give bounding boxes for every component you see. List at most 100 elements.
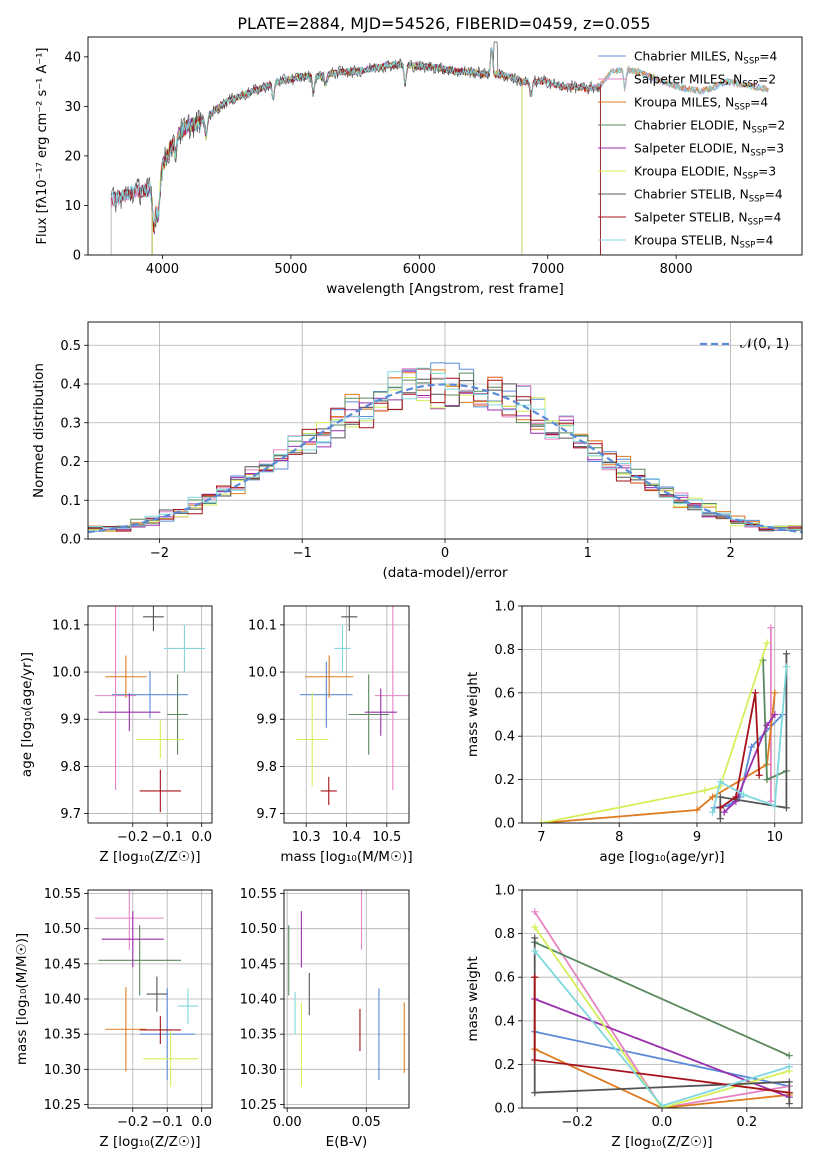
point-marker-kroupa-miles	[693, 806, 701, 814]
x-tick-label: 10.3	[292, 830, 321, 845]
errorbar-salpeter-stelib	[320, 776, 337, 806]
panel-mass-weight-vs-age: 7 8 9 10 0.0 0.2 0.4 0.6 0.8 1.0 age [log₁₀(age/yr…	[465, 600, 803, 865]
point-marker-kroupa-elodie	[537, 819, 545, 823]
x-axis-label: age [log₁₀(age/yr)]	[599, 849, 724, 865]
errorbar-salpeter-elodie	[364, 688, 397, 736]
x-tick-label: −0.1	[151, 830, 183, 845]
errorbar-chabrier-miles	[112, 671, 188, 719]
point-marker-chabrier-stelib	[531, 1089, 539, 1097]
x-tick-label: −2	[150, 546, 169, 561]
point-marker-kroupa-miles	[709, 793, 717, 801]
y-tick-label: 0.4	[60, 378, 81, 393]
y-tick-label: 10.0	[248, 666, 277, 681]
errorbar-kroupa-stelib	[163, 624, 206, 673]
axes-frame	[521, 889, 803, 1109]
axes-frame	[87, 321, 803, 540]
x-tick-label: 0.00	[273, 1115, 302, 1130]
point-marker-kroupa-stelib	[531, 947, 539, 955]
point-marker-chabrier-stelib	[531, 934, 539, 942]
y-tick-label: 10.50	[44, 922, 81, 937]
point-marker-kroupa-stelib	[782, 663, 790, 671]
x-axis-label: Z [log₁₀(Z/Z☉)]	[99, 849, 200, 865]
x-tick-label: 0.0	[191, 1115, 212, 1130]
plot-area	[537, 624, 790, 823]
point-marker-kroupa-stelib	[740, 791, 748, 799]
point-marker-salpeter-miles	[531, 908, 539, 916]
point-marker-kroupa-stelib	[716, 778, 724, 786]
y-tick-label: 0.8	[494, 643, 515, 658]
legend-label-kroupa-miles: Kroupa MILES, NSSP=4	[634, 96, 768, 113]
y-tick-label: 9.8	[256, 760, 277, 775]
x-axis-label: mass [log₁₀(M/M☉)]	[280, 849, 412, 865]
y-tick-label: 10.55	[240, 887, 277, 902]
axes-frame	[283, 889, 410, 1109]
point-marker-kroupa-stelib	[709, 808, 717, 816]
errorbar-salpeter-stelib	[139, 769, 181, 813]
x-tick-label: 0.0	[191, 830, 212, 845]
y-tick-label: 10.40	[240, 993, 277, 1008]
y-tick-label: 9.8	[60, 760, 81, 775]
errorbar-chabrier-elodie	[348, 674, 389, 755]
x-tick-label: 7000	[531, 262, 564, 277]
y-tick-label: 1.0	[494, 884, 515, 899]
figure-title: PLATE=2884, MJD=54526, FIBERID=0459, z=0…	[237, 14, 650, 33]
y-tick-label: 30	[64, 100, 81, 115]
histogram-salpeter-stelib	[88, 368, 802, 532]
point-marker-salpeter-elodie	[720, 808, 728, 816]
x-tick-label: 4000	[146, 262, 179, 277]
y-tick-label: 0.6	[494, 686, 515, 701]
point-marker-salpeter-stelib	[531, 973, 539, 981]
x-tick-label: 0.2	[737, 1115, 758, 1130]
x-tick-label: 5000	[274, 262, 307, 277]
plot-area	[94, 890, 199, 1087]
legend-label-chabrier-elodie: Chabrier ELODIE, NSSP=2	[634, 119, 785, 136]
point-marker-chabrier-elodie	[763, 776, 771, 784]
axes-frame	[87, 36, 803, 256]
point-marker-salpeter-stelib	[531, 1056, 539, 1064]
y-tick-label: 10.1	[52, 618, 81, 633]
point-marker-chabrier-elodie	[785, 1052, 793, 1060]
point-marker-chabrier-stelib	[785, 1078, 793, 1086]
panel-age-vs-mass: 10.3 10.4 10.5 9.7 9.8 9.9 10.0 10.1 mass [log₁₀…	[248, 605, 413, 865]
x-tick-label: 0.0	[652, 1115, 673, 1130]
y-tick-label: 0.2	[494, 773, 515, 788]
panel-residual-histogram: −2 −1 0 1 2 0.0 0.1 0.2 0.3 0.4 0.5 (data-model)/er…	[31, 321, 803, 581]
plot-area	[296, 606, 409, 806]
x-tick-label: 10.5	[372, 830, 401, 845]
y-axis-label: mass weight	[465, 956, 481, 1041]
series-line-kroupa-elodie	[541, 642, 768, 823]
x-tick-label: 0	[441, 546, 449, 561]
errorbar-chabrier-miles	[139, 988, 195, 1080]
x-axis-label: wavelength [Angstrom, rest frame]	[326, 281, 564, 297]
y-tick-label: 9.9	[60, 713, 81, 728]
point-marker-salpeter-stelib	[716, 804, 724, 812]
y-tick-label: 10.35	[240, 1028, 277, 1043]
errorbar-chabrier-stelib	[143, 606, 164, 632]
y-tick-label: 0.4	[494, 730, 515, 745]
y-tick-label: 0.2	[60, 455, 81, 470]
point-marker-kroupa-miles	[771, 689, 779, 697]
point-marker-chabrier-stelib	[716, 793, 724, 801]
point-marker-chabrier-miles	[747, 743, 755, 751]
legend-label-salpeter-miles: Salpeter MILES, NSSP=2	[634, 73, 776, 90]
legend-label-salpeter-elodie: Salpeter ELODIE, NSSP=3	[634, 142, 784, 159]
plot-area	[531, 908, 793, 1108]
panel-mass-vs-z: −0.2 −0.1 0.0 10.25 10.30 10.35 10.40 10.45 10.5…	[14, 887, 213, 1150]
errorbar-kroupa-elodie	[136, 720, 185, 759]
x-tick-label: 9	[693, 830, 701, 845]
errorbar-chabrier-miles	[300, 661, 353, 728]
y-tick-label: 10.55	[44, 887, 81, 902]
errorbar-kroupa-stelib	[177, 988, 199, 1024]
errorbar-kroupa-miles	[105, 987, 147, 1072]
y-tick-label: 10.25	[240, 1098, 277, 1113]
x-tick-label: 10.4	[332, 830, 361, 845]
y-tick-label: 9.7	[60, 807, 81, 822]
y-tick-label: 9.7	[256, 807, 277, 822]
y-tick-label: 0.1	[60, 494, 81, 509]
x-tick-label: −0.2	[117, 830, 149, 845]
axes-frame	[283, 605, 410, 824]
x-tick-label: 0.05	[352, 1115, 381, 1130]
y-tick-label: 0.0	[60, 533, 81, 548]
y-tick-label: 10.45	[240, 957, 277, 972]
